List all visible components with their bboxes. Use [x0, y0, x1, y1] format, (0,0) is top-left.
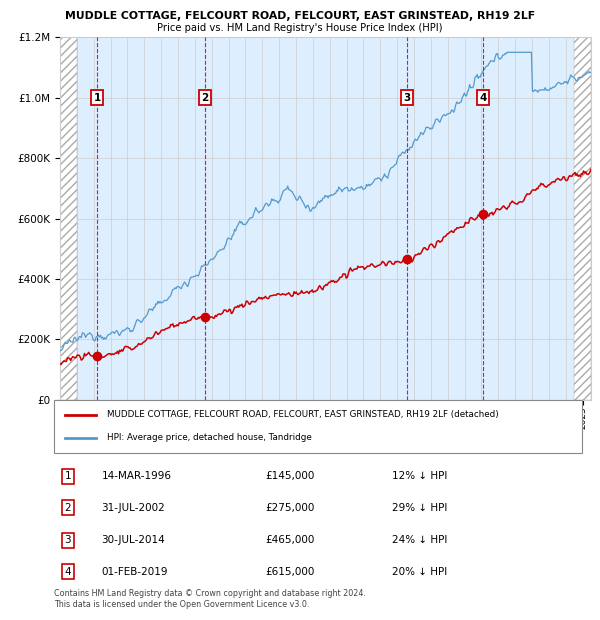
- Text: 3: 3: [65, 535, 71, 545]
- Text: £465,000: £465,000: [265, 535, 314, 545]
- Text: Price paid vs. HM Land Registry's House Price Index (HPI): Price paid vs. HM Land Registry's House …: [157, 23, 443, 33]
- Bar: [60, 37, 77, 400]
- Text: HPI: Average price, detached house, Tandridge: HPI: Average price, detached house, Tand…: [107, 433, 311, 442]
- Text: 4: 4: [65, 567, 71, 577]
- Text: 1: 1: [94, 92, 101, 103]
- Text: MUDDLE COTTAGE, FELCOURT ROAD, FELCOURT, EAST GRINSTEAD, RH19 2LF: MUDDLE COTTAGE, FELCOURT ROAD, FELCOURT,…: [65, 11, 535, 21]
- Text: MUDDLE COTTAGE, FELCOURT ROAD, FELCOURT, EAST GRINSTEAD, RH19 2LF (detached): MUDDLE COTTAGE, FELCOURT ROAD, FELCOURT,…: [107, 410, 499, 419]
- Text: Contains HM Land Registry data © Crown copyright and database right 2024.
This d: Contains HM Land Registry data © Crown c…: [54, 590, 366, 609]
- Text: 4: 4: [479, 92, 487, 103]
- FancyBboxPatch shape: [54, 400, 582, 453]
- Text: 3: 3: [404, 92, 411, 103]
- Text: 29% ↓ HPI: 29% ↓ HPI: [392, 503, 447, 513]
- Bar: [574, 37, 591, 400]
- Text: 2: 2: [202, 92, 209, 103]
- Text: 24% ↓ HPI: 24% ↓ HPI: [392, 535, 447, 545]
- Text: £275,000: £275,000: [265, 503, 314, 513]
- Text: £615,000: £615,000: [265, 567, 314, 577]
- Text: 31-JUL-2002: 31-JUL-2002: [101, 503, 165, 513]
- Text: £145,000: £145,000: [265, 471, 314, 481]
- Text: 12% ↓ HPI: 12% ↓ HPI: [392, 471, 447, 481]
- Text: 1: 1: [65, 471, 71, 481]
- Text: 14-MAR-1996: 14-MAR-1996: [101, 471, 172, 481]
- Text: 20% ↓ HPI: 20% ↓ HPI: [392, 567, 447, 577]
- Text: 2: 2: [65, 503, 71, 513]
- Text: 30-JUL-2014: 30-JUL-2014: [101, 535, 165, 545]
- Text: 01-FEB-2019: 01-FEB-2019: [101, 567, 168, 577]
